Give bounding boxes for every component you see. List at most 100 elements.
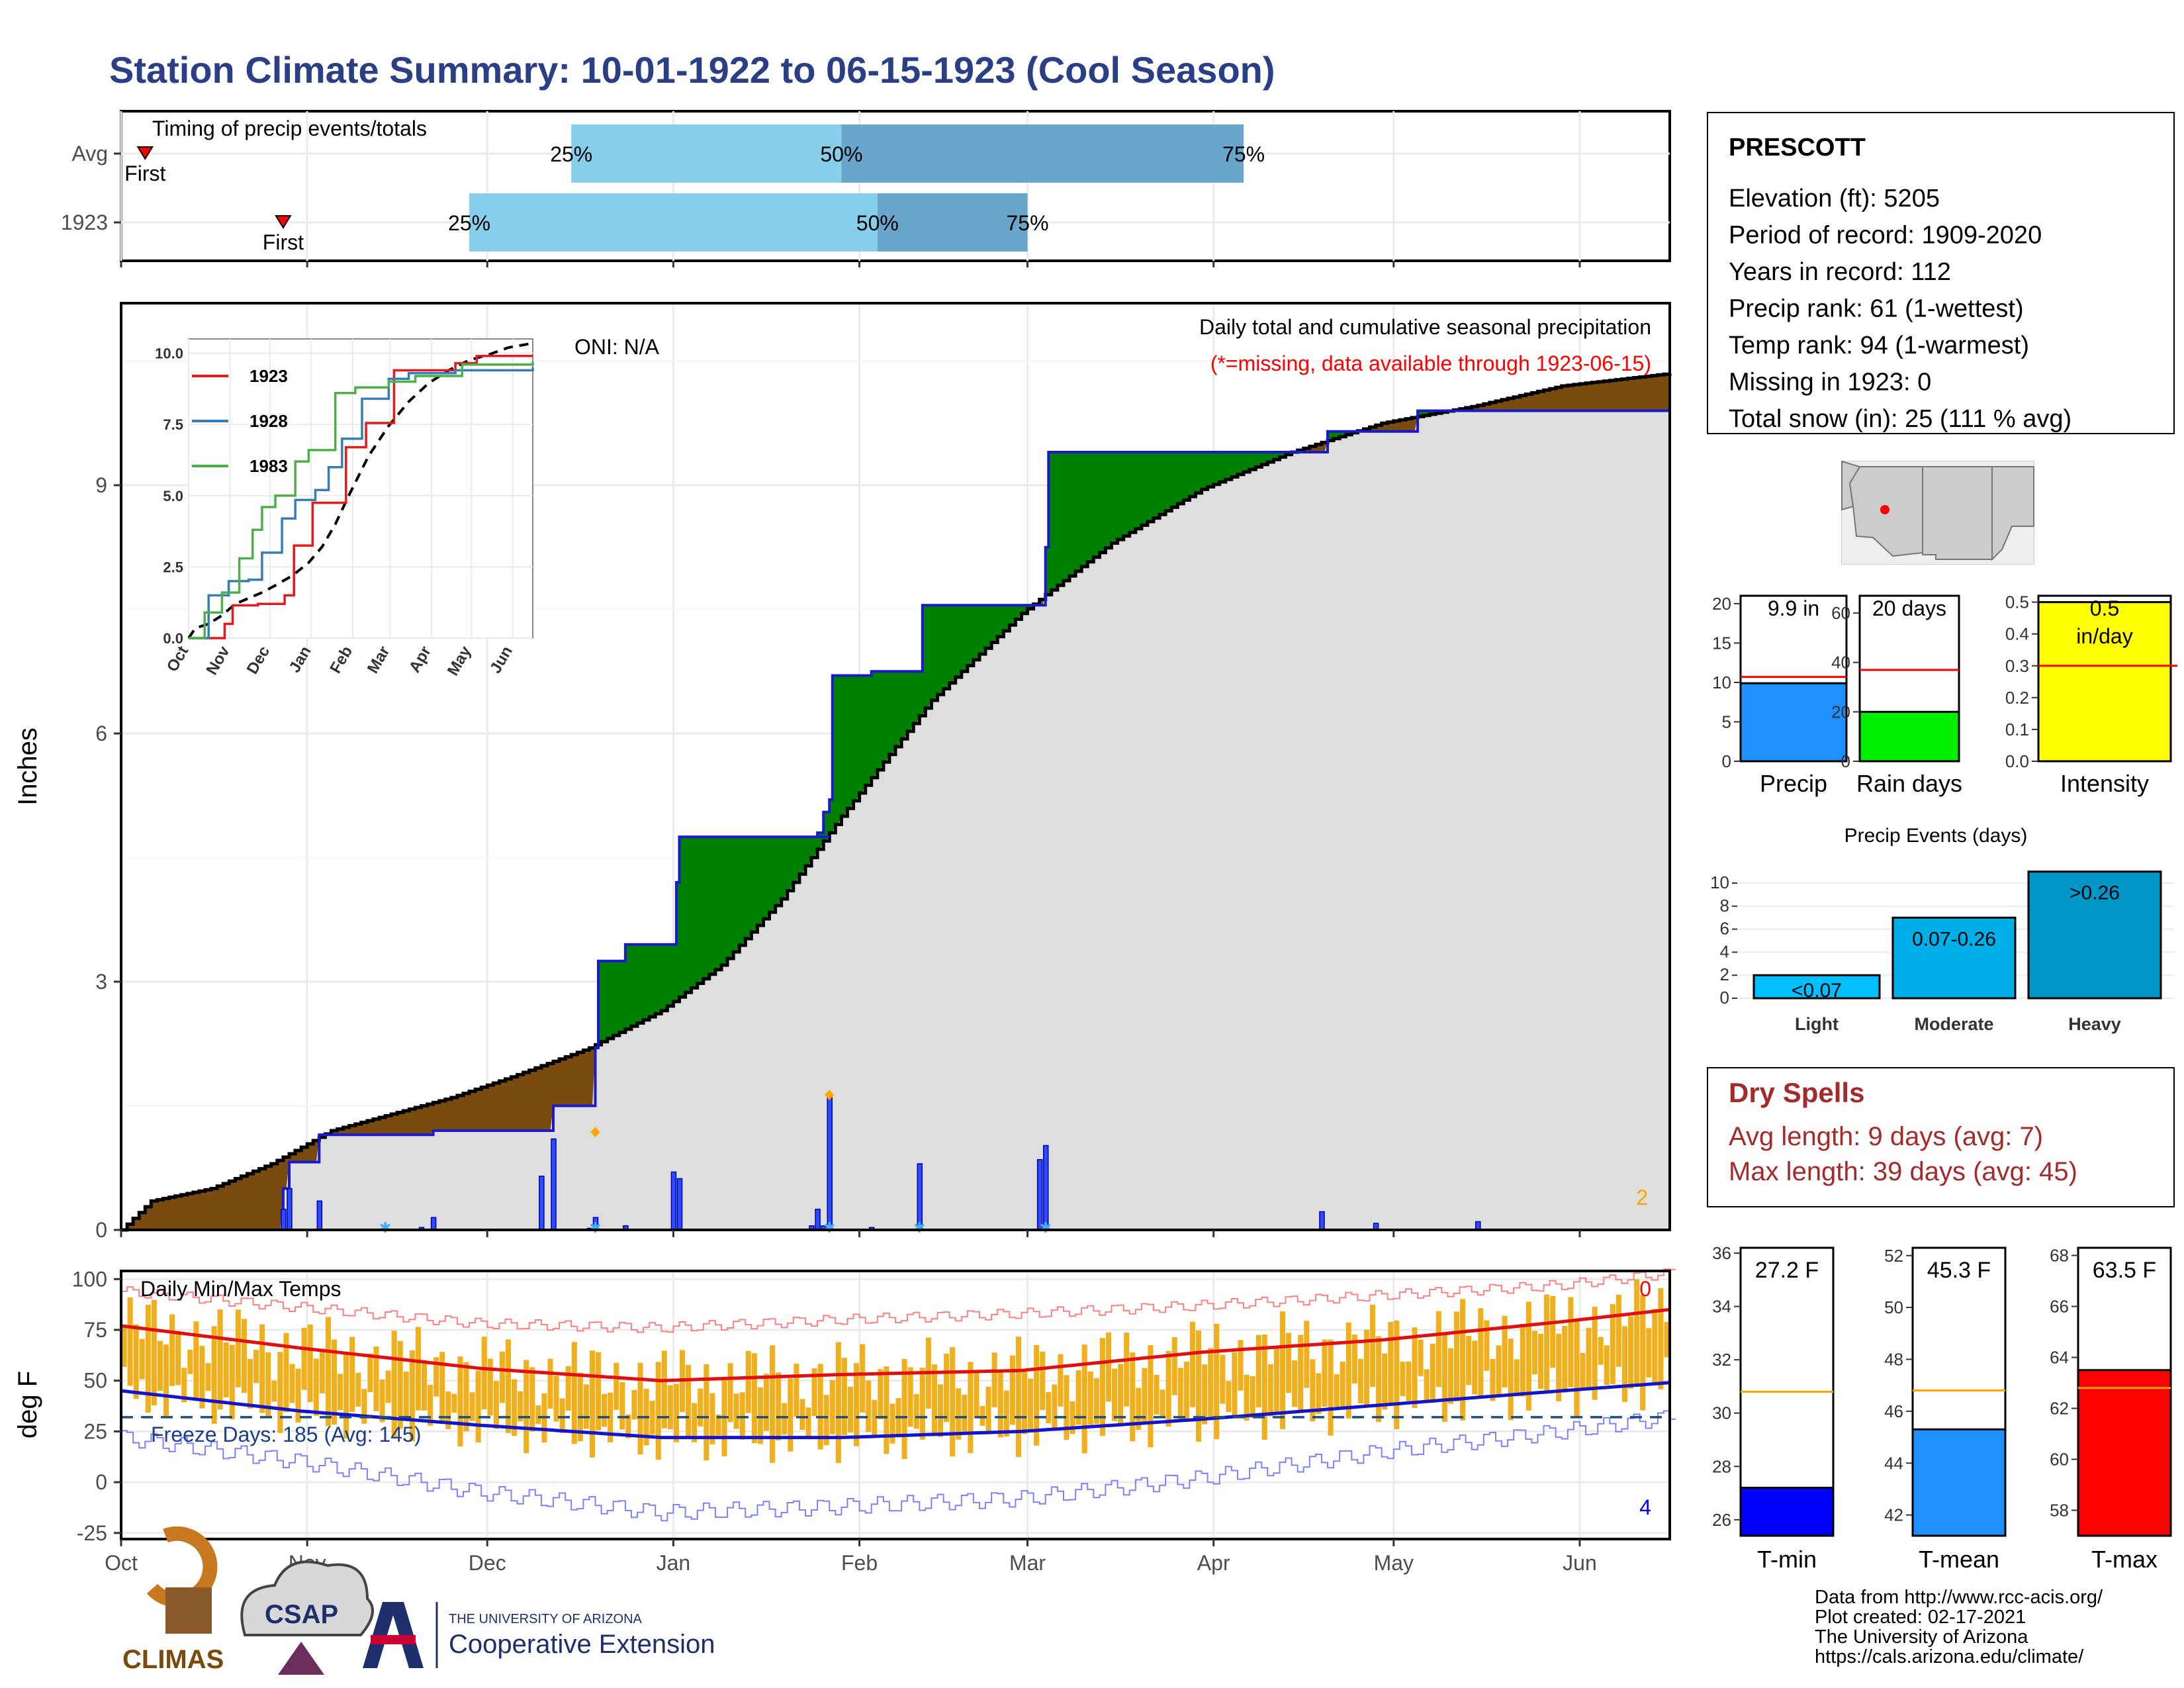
temp-day-bar [1238, 1340, 1244, 1391]
mini-tick-label: 0.5 [2005, 592, 2029, 612]
temp-day-bar [1514, 1359, 1520, 1397]
temp-day-bar [361, 1389, 367, 1424]
temp-day-bar [1322, 1339, 1328, 1407]
temp-day-bar [1441, 1333, 1447, 1422]
temp-mini-tick-label: 30 [1712, 1403, 1731, 1423]
temp-day-bar [1316, 1373, 1322, 1415]
csap-logo: CSAP [240, 1560, 374, 1675]
first-label: First [124, 162, 165, 185]
temp-day-bar [523, 1360, 529, 1454]
temp-mini-axis-label: T-min [1757, 1546, 1817, 1573]
temp-day-bar [709, 1393, 715, 1444]
temp-day-bar [1447, 1348, 1453, 1404]
temp-mini-tick-label: 64 [2050, 1348, 2069, 1368]
first-marker [136, 146, 154, 160]
temp-day-bar [1189, 1321, 1195, 1407]
temp-day-bar [409, 1350, 415, 1442]
temp-day-bar [1550, 1295, 1556, 1368]
events-bar-label: 0.07-0.26 [1912, 928, 1996, 950]
temp-day-bar [1220, 1354, 1226, 1404]
temp-day-bar [907, 1367, 913, 1427]
temp-day-bar [962, 1394, 968, 1433]
temp-day-bar [1046, 1392, 1052, 1424]
temp-day-bar [811, 1368, 817, 1417]
dry-max-length: Max length: 39 days (avg: 45) [1729, 1157, 2077, 1186]
inset-legend-label: 1983 [250, 456, 288, 476]
temp-day-bar [1334, 1374, 1340, 1407]
temp-day-bar [1118, 1364, 1124, 1425]
temp-day-bar [253, 1350, 259, 1383]
temp-day-bar [235, 1309, 241, 1387]
temp-day-bar [1472, 1340, 1478, 1395]
precip-events-chart: Precip Events (days) 0 2 46 8 10 <0.07 Light 0.… [1710, 825, 2174, 1034]
ua-block-a [363, 1602, 424, 1668]
events-tick-label: 6 [1720, 919, 1729, 939]
temp-day-bar [169, 1314, 175, 1386]
temp-y-tick-label: 50 [83, 1369, 107, 1393]
info-frame [1707, 112, 2175, 434]
temp-daily-bars [121, 1279, 1670, 1464]
temp-day-bar [799, 1399, 805, 1430]
snow-marker: ✱ [379, 1219, 391, 1236]
snow-marker: ✱ [1040, 1219, 1052, 1236]
temp-day-bar [1040, 1351, 1046, 1411]
temp-day-bar [265, 1352, 271, 1418]
temp-day-bar [547, 1358, 553, 1409]
events-category-label: Heavy [2068, 1014, 2121, 1034]
footer-credits: Data from http://www.rcc-acis.org/Plot c… [1815, 1587, 2103, 1667]
temp-day-bar [331, 1339, 338, 1425]
temp-day-bar [583, 1384, 589, 1429]
temp-day-bar [1370, 1304, 1376, 1387]
mini-tick-label: 0.3 [2005, 656, 2029, 676]
temp-y-axis: -25 0 25 50 75 100 [72, 1267, 121, 1545]
temp-day-bar [571, 1342, 577, 1444]
temp-y-tick-label: -25 [77, 1521, 107, 1545]
mini-bar-Intensity [2037, 601, 2172, 763]
mini-axis-label: Intensity [2060, 770, 2149, 797]
mini-tick-label: 15 [1712, 633, 1731, 653]
precip-y-tick-label: 9 [95, 473, 107, 497]
temp-day-bar [577, 1372, 583, 1442]
temp-day-bar [937, 1384, 944, 1437]
temp-day-bar [1244, 1374, 1250, 1421]
temp-mini-tick-label: 34 [1712, 1297, 1731, 1317]
avg-cumulative-line [121, 372, 1672, 1232]
precip-panel: ✱ ✱ ✱ ✱ ✱ 0 3 6 9 Inches Daily total and cumula… [13, 302, 1672, 1242]
temp-day-bar [1592, 1307, 1598, 1400]
temp-day-bar [1226, 1381, 1232, 1413]
inset-legend-label: 1928 [250, 411, 288, 431]
temp-day-bar [163, 1344, 169, 1416]
snow-marker: ✱ [823, 1219, 835, 1236]
mini-tick-label: 60 [1831, 603, 1850, 623]
temp-day-bar [1208, 1348, 1214, 1420]
temp-day-bar [673, 1383, 679, 1442]
temp-day-bar [1273, 1345, 1279, 1415]
temp-day-bar [121, 1325, 127, 1368]
temp-day-bar [1124, 1333, 1130, 1407]
temp-mini-value-label: 45.3 F [1927, 1258, 1991, 1283]
events-tick-label: 10 [1710, 872, 1729, 892]
temp-day-bar [1177, 1368, 1183, 1421]
dry-title: Dry Spells [1729, 1077, 1864, 1108]
temp-day-bar [193, 1321, 199, 1399]
daily-precip-bar [316, 1200, 323, 1231]
temp-day-bar [1009, 1355, 1015, 1425]
temp-day-bar [1064, 1375, 1069, 1440]
temp-day-bar [1328, 1339, 1334, 1436]
temp-day-bar [776, 1372, 782, 1440]
temp-day-bar [1081, 1344, 1087, 1454]
events-category-label: Moderate [1914, 1014, 1993, 1034]
temp-day-bar [1003, 1390, 1009, 1437]
temp-day-bar [1087, 1371, 1093, 1425]
temp-day-bar [289, 1364, 295, 1403]
temp-day-bar [1604, 1345, 1610, 1385]
temp-day-bar [1646, 1328, 1652, 1378]
events-title: Precip Events (days) [1844, 825, 2028, 847]
missing-note: (*=missing, data available through 1923-… [1210, 352, 1651, 375]
temp-day-bar [602, 1393, 608, 1427]
temp-day-bar [451, 1393, 457, 1413]
daily-precip-bar [815, 1209, 821, 1231]
mini-value-label: 0.5 [2090, 596, 2119, 620]
